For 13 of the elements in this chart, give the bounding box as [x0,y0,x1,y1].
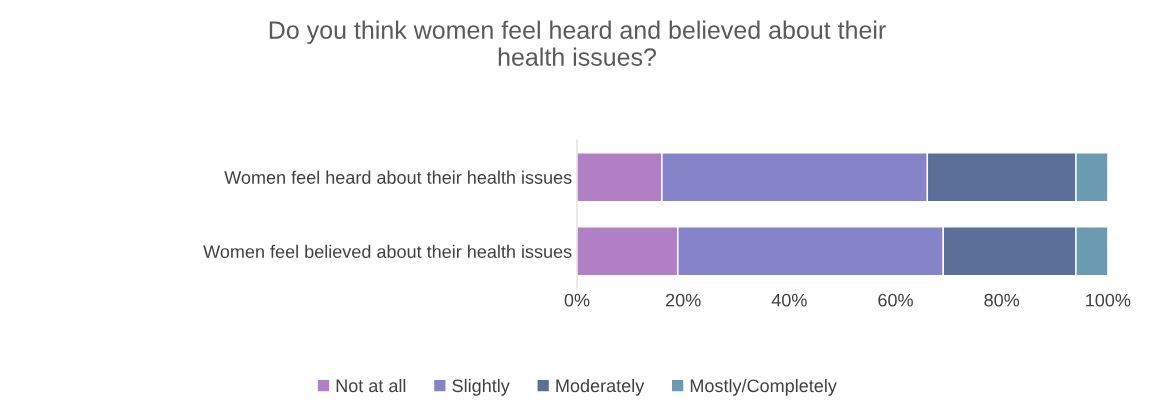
x-tick-label: 20% [666,293,701,307]
chart-title: Do you think women feel heard and believed about their health issues? [269,20,886,66]
x-tick-label: 40% [771,293,807,307]
x-tick-label: 0% [564,293,590,307]
y-tick-label: Women feel heard about their health issues [224,170,572,184]
y-tick-label: Women feel believed about their health issues [203,244,572,259]
legend-label: Slightly [452,378,510,396]
legend-label: Mostly/Completely [690,378,837,396]
x-tick-label: 80% [984,293,1020,307]
legend-label: Not at all [336,378,406,393]
legend-label: Moderately [556,378,645,396]
x-tick-label: 60% [878,293,913,307]
x-tick-label: 100% [1086,293,1131,307]
